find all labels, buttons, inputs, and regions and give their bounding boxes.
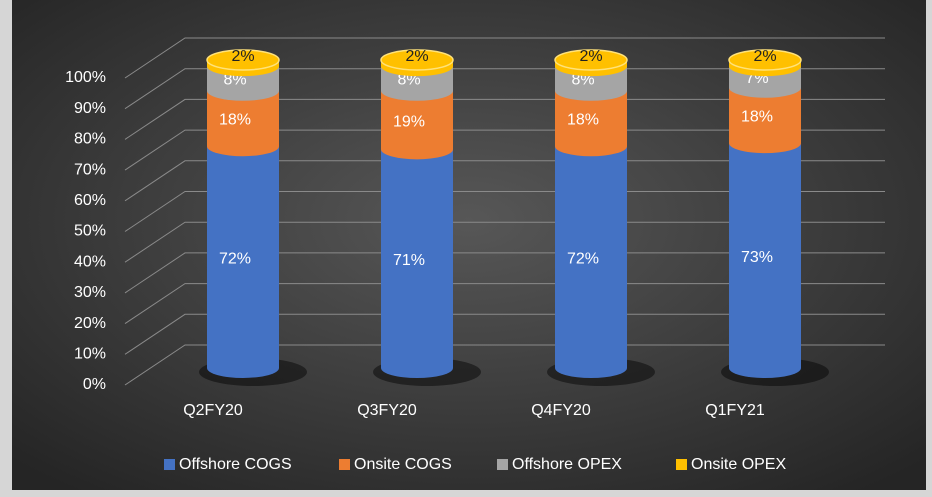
legend-swatch	[676, 459, 687, 470]
data-label: 72%	[219, 250, 251, 267]
y-tick-label: 100%	[65, 69, 106, 86]
data-label: 2%	[231, 48, 254, 65]
cylinder-segment	[207, 146, 279, 378]
grid-line	[124, 160, 885, 202]
data-label: 72%	[567, 250, 599, 267]
data-label: 18%	[741, 109, 773, 126]
y-tick-label: 50%	[74, 223, 106, 240]
legend-swatch	[339, 459, 350, 470]
x-tick-label: Q1FY21	[705, 402, 765, 419]
cylinder-segment	[207, 90, 279, 157]
cylinder-segment	[381, 90, 453, 160]
y-tick-label: 40%	[74, 253, 106, 270]
legend-label: Offshore COGS	[179, 456, 292, 473]
x-tick-label: Q3FY20	[357, 402, 417, 419]
y-tick-label: 10%	[74, 346, 106, 363]
cylinder-top	[728, 49, 802, 71]
grid-line	[124, 37, 885, 79]
cylinder-segment	[381, 149, 453, 378]
x-tick-label: Q2FY20	[183, 402, 243, 419]
y-tick-label: 30%	[74, 284, 106, 301]
y-tick-label: 90%	[74, 100, 106, 117]
cylinder-segment	[555, 146, 627, 378]
grid-line	[124, 129, 885, 171]
legend-swatch	[497, 459, 508, 470]
data-label: 71%	[393, 252, 425, 269]
data-label: 2%	[405, 48, 428, 65]
cylinder-segment	[729, 143, 801, 378]
data-label: 18%	[219, 112, 251, 129]
legend-label: Offshore OPEX	[512, 456, 622, 473]
legend-label: Onsite OPEX	[691, 456, 786, 473]
y-tick-label: 0%	[83, 376, 106, 393]
grid-line	[124, 252, 885, 294]
grid-line	[124, 68, 885, 110]
grid-line	[124, 313, 885, 355]
grid-line	[124, 98, 885, 140]
data-label: 73%	[741, 249, 773, 266]
y-tick-label: 80%	[74, 131, 106, 148]
grid-line	[124, 283, 885, 325]
cylinder-segment	[555, 90, 627, 157]
legend-label: Onsite COGS	[354, 456, 452, 473]
cylinder-segment	[729, 87, 801, 154]
cylinder-top	[206, 49, 280, 71]
legend-swatch	[164, 459, 175, 470]
x-tick-label: Q4FY20	[531, 402, 591, 419]
data-label: 19%	[393, 113, 425, 130]
grid-line	[124, 344, 885, 386]
cylinder-segment	[555, 66, 627, 101]
data-label: 2%	[753, 48, 776, 65]
grid-line	[124, 221, 885, 263]
data-label: 18%	[567, 112, 599, 129]
cylinder-top	[554, 49, 628, 71]
data-label: 2%	[579, 48, 602, 65]
grid-line	[124, 191, 885, 232]
y-tick-label: 70%	[74, 161, 106, 178]
y-tick-label: 60%	[74, 192, 106, 209]
cylinder-top	[380, 49, 454, 71]
y-tick-label: 20%	[74, 315, 106, 332]
